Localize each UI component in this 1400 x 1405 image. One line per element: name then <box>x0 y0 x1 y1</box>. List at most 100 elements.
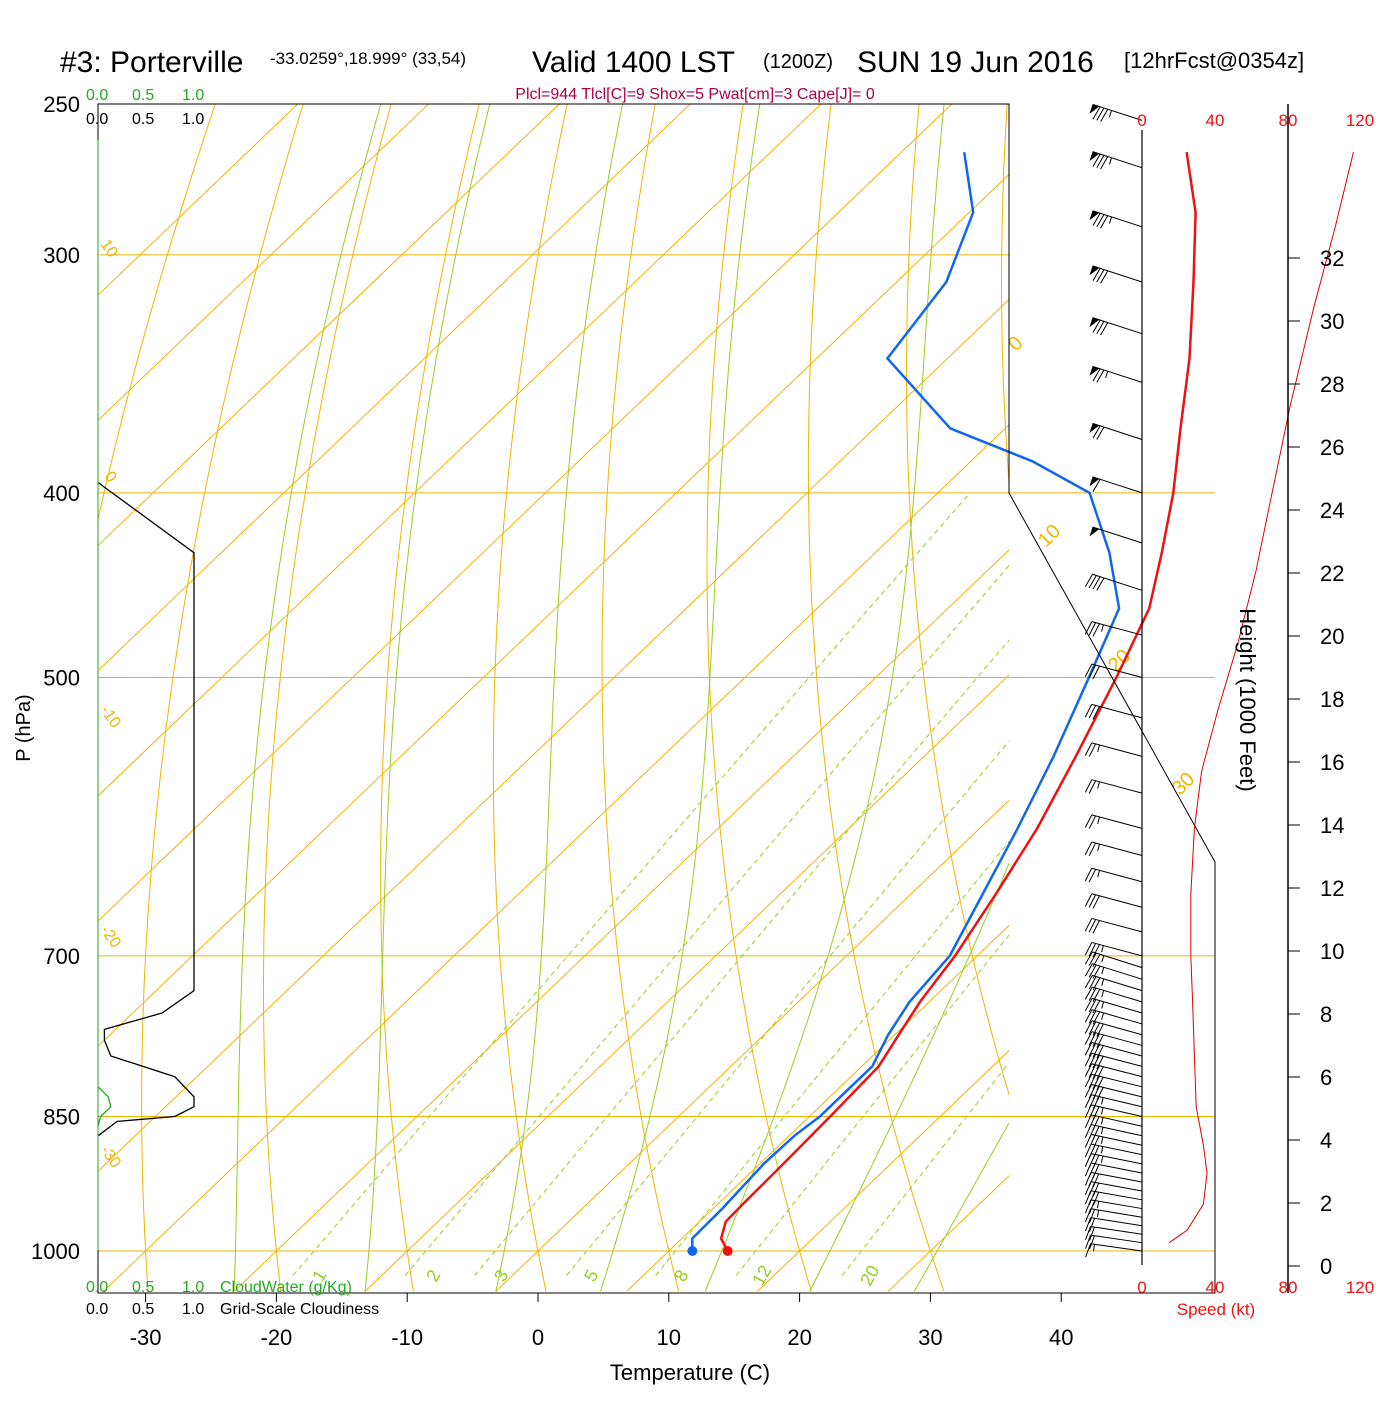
wind-barb-half-feather <box>1101 1137 1102 1144</box>
pressure-tick: 300 <box>43 243 80 268</box>
sounding-chart: #3: Porterville -33.0259°,18.999° (33,54… <box>0 0 1400 1400</box>
pressure-tick-labels: 250 300 400 500 700 850 1000 <box>31 92 80 1264</box>
height-tick-label: 20 <box>1320 624 1344 649</box>
cloudwater-tick-top: 1.0 <box>182 87 204 104</box>
temp-tick-label: -30 <box>130 1325 162 1350</box>
axes: -30 -20 -10 0 10 20 30 400246810121416182022242… <box>98 104 1344 1350</box>
plot-border <box>98 104 1215 1293</box>
wind-barb <box>1089 423 1142 439</box>
y-axis-label: P (hPa) <box>13 694 35 761</box>
mixing-ratio-line <box>842 493 1400 1276</box>
dewpoint-line <box>692 152 1119 1251</box>
mixing-ratio-label: 2 <box>422 1266 444 1285</box>
wind-barb-half-feather <box>1098 844 1100 851</box>
isotherm-label: -10 <box>97 703 124 732</box>
isotherm-line <box>0 70 1249 1291</box>
height-tick-label: 2 <box>1320 1191 1332 1216</box>
temperature-line <box>721 152 1196 1251</box>
wind-barb-shaft <box>1091 1218 1142 1226</box>
wind-barb-half-feather <box>1101 1146 1102 1153</box>
pressure-tick: 1000 <box>31 1239 80 1264</box>
wind-barb <box>1085 894 1142 909</box>
height-tick-label: 32 <box>1320 246 1344 271</box>
height-tick-label: 4 <box>1320 1128 1332 1153</box>
wind-barb <box>1085 815 1142 829</box>
dry-adiabat-line <box>907 70 1077 1291</box>
wind-barb <box>1089 527 1142 543</box>
temp-tick-label: -10 <box>391 1325 423 1350</box>
speed-tick-top: 40 <box>1206 111 1225 130</box>
sounding-profiles <box>687 152 1195 1256</box>
wind-barb <box>1089 366 1142 382</box>
wind-barb <box>1089 318 1142 335</box>
height-tick-label: 28 <box>1320 372 1344 397</box>
mixing-ratio-lines <box>293 493 1400 1276</box>
height-tick-label: 12 <box>1320 876 1344 901</box>
wind-barb-half-feather <box>1109 217 1111 224</box>
wind-barb-half-feather <box>1101 1117 1103 1124</box>
isotherm-labels: 0 10 20 30 10 0 -10 -20 -30 <box>97 237 1200 1172</box>
wind-barb-half-feather <box>1101 1156 1102 1163</box>
speed-tick-top: 80 <box>1279 111 1298 130</box>
wind-barb <box>1085 1191 1142 1206</box>
cloudwater-label: CloudWater (g/Kg) <box>220 1279 352 1296</box>
cloudiness-tick-top: 1.0 <box>182 111 204 128</box>
wind-barb <box>1086 1244 1142 1257</box>
wind-barb-half-feather <box>1101 1127 1102 1134</box>
plot-frame <box>98 104 1215 1293</box>
wind-barb <box>1089 211 1142 228</box>
height-tick-label: 10 <box>1320 939 1344 964</box>
wind-barb-half-feather <box>1102 1013 1104 1020</box>
wind-barb-half-feather <box>1109 158 1111 165</box>
pressure-tick: 700 <box>43 944 80 969</box>
height-tick-label: 6 <box>1320 1065 1332 1090</box>
isotherm-label: 10 <box>97 237 121 261</box>
wind-barb-half-feather <box>1098 817 1100 824</box>
wind-barb <box>1089 266 1142 283</box>
speed-tick-bottom: 0 <box>1137 1278 1146 1297</box>
moist-adiabat-line <box>496 70 630 1291</box>
wind-barb-half-feather <box>1102 955 1104 962</box>
cloudiness-line <box>98 483 194 1136</box>
cloudiness-tick-top: 0.0 <box>86 111 108 128</box>
cloudwater-line <box>98 1087 111 1126</box>
wind-barb <box>1085 918 1142 933</box>
wind-barb <box>1085 1144 1142 1159</box>
cloudiness-tick-bottom: 1.0 <box>182 1301 204 1318</box>
zulu-time: (1200Z) <box>763 51 833 73</box>
height-tick-label: 26 <box>1320 435 1344 460</box>
dry-adiabat-line <box>381 70 488 1291</box>
height-tick-label: 0 <box>1320 1254 1332 1279</box>
pressure-tick: 400 <box>43 481 80 506</box>
pressure-tick: 850 <box>43 1105 80 1130</box>
wind-barb-shaft <box>1091 1244 1142 1251</box>
mixing-ratio-line <box>736 493 1369 1276</box>
pressure-tick: 250 <box>43 92 80 117</box>
cloudwater-tick-bottom: 0.0 <box>86 1279 108 1296</box>
wind-barb <box>1085 1163 1142 1178</box>
speed-tick-top: 120 <box>1346 111 1374 130</box>
speed-tick-top: 0 <box>1137 111 1146 130</box>
isobar-lines <box>98 104 1215 1251</box>
cloudiness-label: Grid-Scale Cloudiness <box>220 1301 379 1318</box>
temp-tick-label: 20 <box>787 1325 811 1350</box>
wind-barb-shaft <box>1093 527 1142 543</box>
speed-tick-bottom: 120 <box>1346 1278 1374 1297</box>
mixing-ratio-label: 5 <box>580 1266 602 1285</box>
mixing-ratio-line <box>475 493 1135 1276</box>
wind-barb-shaft <box>1091 1226 1142 1234</box>
moist-adiabat-line <box>234 70 390 1291</box>
temp-tick-label: 0 <box>532 1325 544 1350</box>
height-axis-label: Height (1000 Feet) <box>1235 608 1260 791</box>
wind-barb <box>1085 1134 1142 1149</box>
isotherm-line <box>0 70 595 1291</box>
wind-barb-half-feather <box>1093 1244 1094 1251</box>
isotherm-label: -20 <box>97 923 124 952</box>
dry-adiabat-line <box>264 70 401 1291</box>
height-tick-label: 22 <box>1320 561 1344 586</box>
wind-barb <box>1085 743 1142 757</box>
height-tick-label: 14 <box>1320 813 1344 838</box>
cloudiness-tick-bottom: 0.0 <box>86 1301 108 1318</box>
mixing-ratio-label: 12 <box>748 1262 775 1289</box>
isotherm-label: 30 <box>1168 768 1199 799</box>
